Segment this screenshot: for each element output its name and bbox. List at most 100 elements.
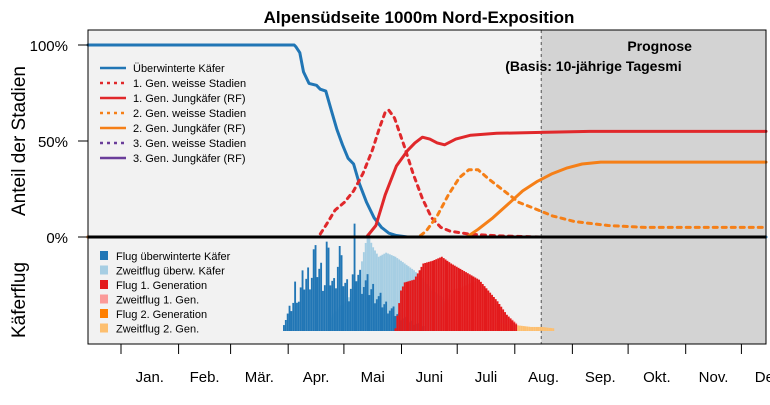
flight-bar xyxy=(322,290,324,331)
flight-bar xyxy=(526,326,529,331)
flight-bar xyxy=(442,258,445,331)
flight-bar xyxy=(407,281,410,331)
flight-bar xyxy=(459,268,462,331)
x-axis: Jan. Feb. Mär. Apr. Mai Juni Juli Aug. Sep. Okt. N… xyxy=(88,343,770,386)
flight-bar xyxy=(297,301,300,331)
series-line xyxy=(86,160,768,239)
flight-bar xyxy=(336,266,339,331)
xtick-label: Jan. xyxy=(136,369,164,386)
legend-swatch xyxy=(100,323,108,333)
flight-bar xyxy=(361,293,363,331)
ytick-label: 50% xyxy=(38,134,68,151)
flight-bar xyxy=(294,281,297,331)
flight-bar xyxy=(422,263,425,331)
flight-bar xyxy=(541,326,544,331)
prognose-title: Prognose xyxy=(627,38,692,54)
flight-bar xyxy=(479,281,482,331)
flight-bar xyxy=(346,279,349,331)
legend-label: Zweitflug 2. Gen. xyxy=(116,324,199,336)
xtick-label: Mai xyxy=(361,369,385,386)
flight-bar xyxy=(340,255,343,331)
flight-bar xyxy=(366,274,369,331)
flight-bar xyxy=(500,306,503,331)
flight-bar xyxy=(452,264,454,331)
flight-bar xyxy=(533,326,536,331)
flight-bar xyxy=(385,301,388,331)
flight-bar xyxy=(377,256,380,331)
flight-bar xyxy=(351,274,354,331)
flight-bar xyxy=(528,326,531,331)
flight-bar xyxy=(320,262,323,331)
flight-bar xyxy=(448,262,451,331)
flight-bar xyxy=(309,289,311,331)
xtick-label: Nov. xyxy=(699,369,729,386)
xtick-label: Aug. xyxy=(528,369,559,386)
prognose-region xyxy=(541,30,766,344)
flight-bar xyxy=(387,313,389,331)
xtick-label: Sep. xyxy=(585,369,616,386)
flight-bar xyxy=(396,258,399,331)
series-line xyxy=(86,108,768,239)
flight-bar xyxy=(517,325,519,331)
flight-bar xyxy=(372,283,375,331)
xtick-label: Feb. xyxy=(190,369,220,386)
flight-bar xyxy=(405,281,408,331)
legend-label: Flug überwinterte Käfer xyxy=(116,251,231,263)
flight-bar xyxy=(310,277,313,331)
flight-bar xyxy=(368,238,371,331)
flight-bar xyxy=(546,327,549,331)
flight-bar xyxy=(349,288,352,331)
flight-bar xyxy=(381,254,384,331)
flight-bar xyxy=(329,285,332,331)
flight-bar xyxy=(398,259,401,331)
flight-bar xyxy=(359,269,362,331)
flight-bar xyxy=(520,325,523,331)
flight-bar xyxy=(429,261,432,331)
flight-bar xyxy=(394,328,397,331)
flight-bar xyxy=(388,254,391,331)
flight-bar xyxy=(383,253,386,331)
legend-label: 1. Gen. weisse Stadien xyxy=(133,78,246,90)
legend-stages: Überwinterte Käfer 1. Gen. weisse Stadien… xyxy=(100,63,246,165)
flight-bar xyxy=(283,325,285,331)
series-lines xyxy=(86,43,768,239)
legend-label: Flug 2. Generation xyxy=(116,309,207,321)
flight-bar xyxy=(375,253,378,331)
flight-bar xyxy=(524,326,527,331)
y-axis-label-bottom: Käferflug xyxy=(9,262,30,338)
flight-bar xyxy=(370,289,373,331)
flight-bar xyxy=(515,324,518,331)
flight-bar xyxy=(394,256,397,331)
flight-bar xyxy=(296,302,298,331)
flight-bar xyxy=(418,270,421,331)
flight-bar xyxy=(333,278,336,331)
legend-swatch xyxy=(100,280,108,289)
flight-bar xyxy=(494,299,497,331)
flight-bar xyxy=(463,271,466,331)
flight-bar xyxy=(544,327,547,331)
legend-swatch xyxy=(100,251,108,260)
flight-bar xyxy=(303,289,306,331)
flight-bar xyxy=(398,303,401,331)
flight-bar xyxy=(457,267,460,331)
flight-bar xyxy=(511,320,514,331)
flight-bar xyxy=(485,288,488,331)
flight-bar xyxy=(489,292,492,331)
flight-bar xyxy=(413,279,415,331)
flight-bar xyxy=(420,266,423,331)
flight-bar xyxy=(344,282,347,331)
flight-bar xyxy=(496,301,499,331)
flight-bar xyxy=(552,328,555,331)
flight-bar xyxy=(472,276,475,331)
xtick-label: Juli xyxy=(475,369,498,386)
xtick-label: Okt. xyxy=(643,369,671,386)
flight-bar xyxy=(301,270,304,331)
flight-bar xyxy=(305,278,308,331)
legend-label: Zweitflug überw. Käfer xyxy=(116,266,225,278)
flight-bar xyxy=(505,314,508,331)
xtick-label: Mär. xyxy=(245,369,274,386)
flight-bar xyxy=(348,301,350,331)
xtick-label: Dez. xyxy=(755,369,770,386)
flight-bar xyxy=(288,305,291,331)
series-line xyxy=(86,43,768,239)
